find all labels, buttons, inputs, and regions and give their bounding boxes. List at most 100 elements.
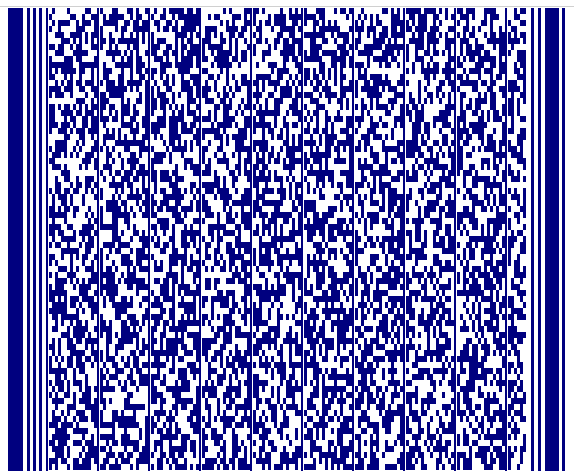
- data-module: [64, 266, 67, 272]
- data-module: [244, 146, 247, 152]
- data-module: [211, 356, 214, 362]
- data-module: [463, 248, 466, 260]
- data-module: [496, 368, 499, 374]
- data-module: [313, 110, 316, 116]
- data-module: [178, 284, 181, 296]
- data-module: [322, 8, 325, 44]
- data-module: [145, 266, 148, 272]
- data-module: [472, 194, 475, 230]
- data-module: [373, 200, 376, 206]
- data-module: [100, 92, 103, 122]
- data-module: [502, 212, 505, 224]
- data-module: [214, 170, 217, 188]
- data-module: [211, 428, 214, 440]
- data-module: [448, 440, 451, 446]
- data-module: [205, 278, 208, 290]
- data-module: [175, 446, 178, 452]
- data-module: [388, 266, 391, 290]
- data-module: [451, 368, 454, 392]
- data-module: [103, 242, 106, 248]
- data-module: [196, 284, 199, 296]
- data-module: [166, 44, 169, 68]
- data-module: [241, 74, 244, 86]
- data-module: [370, 254, 373, 266]
- data-module: [337, 398, 340, 404]
- data-module: [178, 320, 181, 332]
- data-module: [217, 464, 220, 470]
- data-module: [208, 254, 211, 260]
- data-module: [178, 188, 181, 206]
- data-module: [361, 248, 364, 254]
- data-module: [325, 242, 328, 248]
- data-module: [88, 266, 91, 272]
- data-module: [397, 32, 400, 38]
- data-module: [496, 206, 499, 236]
- data-module: [85, 212, 88, 218]
- data-module: [292, 218, 295, 242]
- data-module: [373, 398, 376, 404]
- data-module: [145, 50, 148, 56]
- data-module: [340, 128, 343, 134]
- data-module: [106, 380, 109, 392]
- data-module: [286, 248, 289, 260]
- data-module: [154, 170, 157, 194]
- data-module: [481, 416, 484, 434]
- data-module: [499, 302, 502, 314]
- data-module: [82, 392, 85, 404]
- data-module: [103, 224, 106, 230]
- data-module: [391, 410, 394, 422]
- data-module: [226, 50, 229, 86]
- data-module: [334, 20, 337, 32]
- data-module: [265, 20, 268, 26]
- data-module: [508, 50, 511, 56]
- data-module: [424, 440, 427, 446]
- data-module: [73, 188, 76, 194]
- data-module: [496, 428, 499, 440]
- data-module: [475, 344, 478, 380]
- data-module: [136, 170, 139, 182]
- data-module: [502, 296, 505, 308]
- data-module: [76, 458, 79, 470]
- data-module: [481, 110, 484, 146]
- data-module: [232, 218, 235, 224]
- data-module: [136, 356, 139, 374]
- data-module: [298, 62, 301, 74]
- data-module: [190, 332, 193, 338]
- data-module: [292, 134, 295, 170]
- data-module: [394, 212, 397, 218]
- data-module: [109, 80, 112, 98]
- data-module: [160, 92, 163, 110]
- data-module: [355, 62, 358, 68]
- data-module: [289, 230, 292, 242]
- data-module: [274, 170, 277, 182]
- data-module: [400, 254, 403, 266]
- data-module: [187, 38, 190, 44]
- data-module: [133, 20, 136, 32]
- start-pattern-bar: [8, 8, 23, 471]
- data-module: [433, 62, 436, 80]
- data-module: [214, 128, 217, 140]
- data-module: [193, 440, 196, 458]
- data-module: [88, 110, 91, 116]
- data-module: [343, 158, 346, 164]
- data-module: [292, 98, 295, 116]
- data-module: [139, 404, 142, 410]
- data-module: [385, 44, 388, 68]
- data-module: [118, 152, 121, 158]
- data-module: [271, 146, 274, 158]
- data-module: [160, 362, 163, 368]
- data-module: [442, 92, 445, 98]
- data-module: [289, 404, 292, 410]
- data-module: [271, 200, 274, 206]
- data-module: [358, 182, 361, 188]
- data-module: [232, 272, 235, 284]
- data-module: [175, 8, 178, 14]
- data-module: [484, 122, 487, 128]
- data-module: [82, 86, 85, 92]
- data-module: [478, 200, 481, 206]
- data-module: [274, 290, 277, 302]
- data-module: [100, 434, 103, 440]
- data-module: [82, 158, 85, 164]
- data-module: [109, 446, 112, 458]
- data-module: [400, 104, 403, 128]
